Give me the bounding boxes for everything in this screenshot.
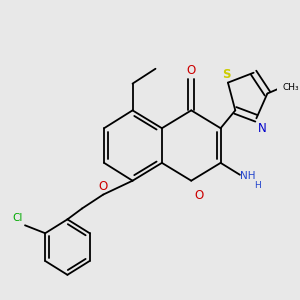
Text: CH₃: CH₃ <box>283 83 300 92</box>
Text: O: O <box>187 64 196 77</box>
Text: N: N <box>258 122 267 135</box>
Text: O: O <box>99 180 108 193</box>
Text: O: O <box>194 189 203 202</box>
Text: S: S <box>222 68 230 81</box>
Text: H: H <box>254 181 261 190</box>
Text: Cl: Cl <box>13 213 23 223</box>
Text: NH: NH <box>240 171 255 181</box>
